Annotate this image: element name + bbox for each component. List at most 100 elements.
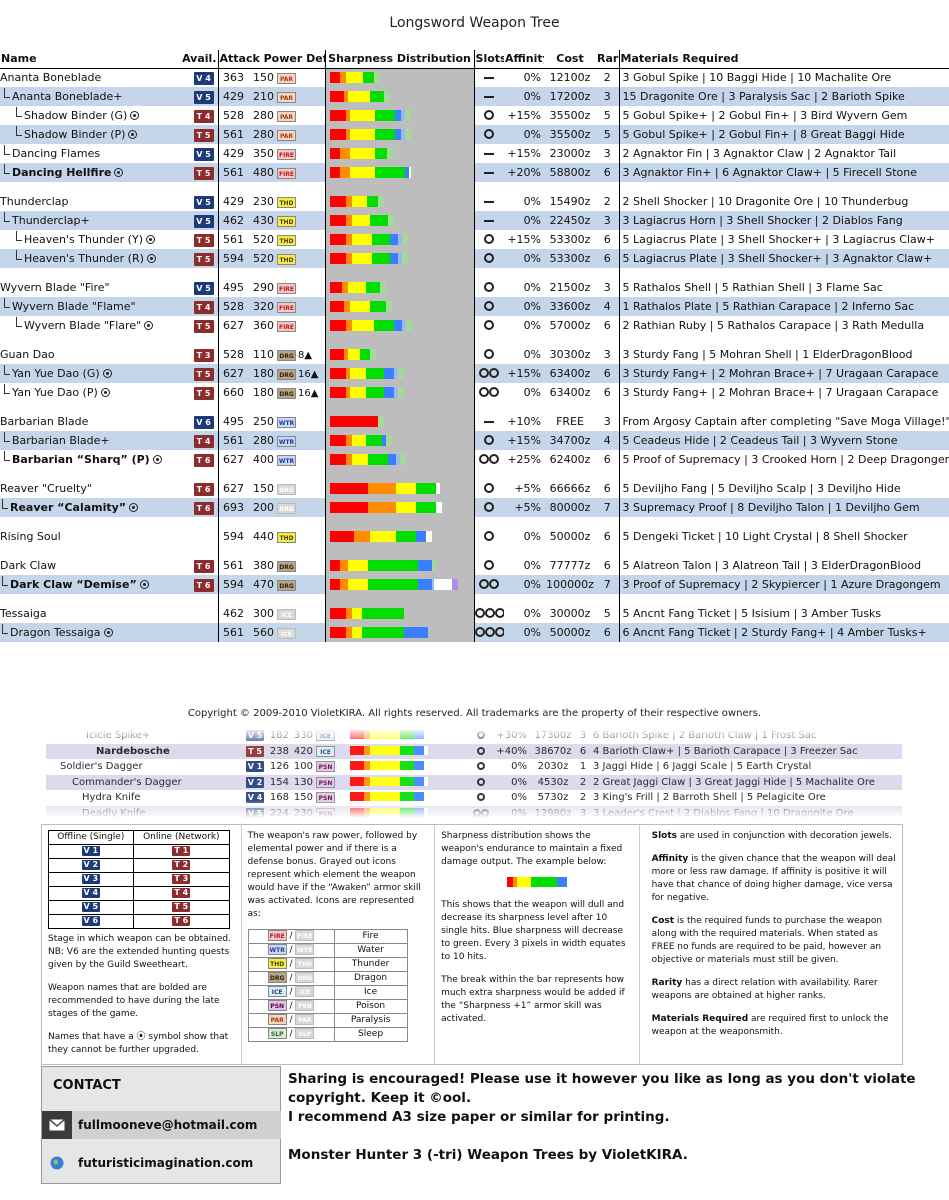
materials-value: 5 Proof of Supremacy | 3 Crooked Horn | …: [618, 450, 949, 469]
slot-icon: [477, 746, 485, 755]
materials-value: 5 Alatreon Talon | 3 Alatreon Tail | 3 E…: [618, 556, 949, 575]
element-cell: DRG 16▲: [277, 383, 325, 402]
affinity-value: 0%: [523, 559, 542, 572]
tree-connector: [16, 126, 22, 136]
affinity-value: 0%: [523, 281, 542, 294]
element-legend-name: Paralysis: [333, 1013, 408, 1028]
sharpness-segment: [397, 368, 404, 379]
sharpness-segment: [370, 792, 400, 802]
no-slot-icon: [484, 421, 495, 423]
sharpness-cell: [324, 431, 475, 450]
sharpness-segment: [415, 531, 426, 542]
sharpness-segment: [345, 368, 350, 379]
avail-cell: T 3: [180, 345, 218, 364]
sharpness-segment: [329, 454, 346, 465]
rarity-value: 6: [596, 623, 620, 642]
rarity-term: Rarity: [651, 978, 683, 988]
sharpness-segment: [387, 215, 394, 226]
sharpness-segment: [414, 792, 424, 802]
sharpness-cell: [324, 345, 475, 364]
element-fire-awaken-icon: FIRE: [295, 930, 315, 941]
slot-icon: [484, 502, 495, 512]
sharpness-segment: [353, 531, 370, 542]
sharpness-cell: [324, 192, 475, 211]
element-ice-icon: ICE: [277, 627, 296, 639]
avail-cell: T 4: [180, 106, 218, 125]
sharpness-segment: [401, 234, 408, 245]
sharpness-segment: [424, 745, 428, 755]
final-upgrade-icon: [139, 580, 149, 589]
element-text: The weapon's raw power, followed by elem…: [247, 831, 421, 919]
element-cell: ICE: [277, 604, 325, 623]
preview-affinity: 0%: [496, 774, 530, 790]
contact-website[interactable]: futuristicimagination.com: [78, 1156, 254, 1170]
weapon-name-cell: Ananta Boneblade: [0, 68, 180, 87]
element-value: 440: [253, 530, 274, 543]
weapon-name-text: Barbarian Blade: [0, 415, 89, 428]
materials-term: Materials Required: [651, 1014, 749, 1024]
sharpness-bar: [329, 483, 474, 494]
element-cell: DRG: [277, 479, 325, 498]
weapon-row: Wyvern Blade "Fire" V 5 495 290 FIRE 0% 21500z…: [0, 278, 949, 297]
element-legend-name: Ice: [333, 985, 408, 1000]
sharpness-segment: [373, 72, 380, 84]
sharpness-segment: [408, 167, 411, 178]
sharpness-segment: [339, 72, 346, 84]
contact-email[interactable]: fullmooneve@hotmail.com: [78, 1118, 258, 1132]
element-thd-icon: THD: [277, 253, 296, 265]
weapon-name: Dark Claw: [0, 559, 56, 572]
cost-value: 53300z: [549, 233, 591, 246]
sharpness-bar: [329, 91, 474, 102]
sharpness-segment: [393, 320, 402, 331]
cost-value: 63400z: [549, 386, 591, 399]
sharpness-bar: [350, 745, 466, 757]
availability-badge: V 6: [81, 916, 100, 926]
weapon-name-text: Reaver “Calamity”: [10, 501, 127, 514]
weapon-name: Ananta Boneblade: [0, 71, 101, 84]
sharpness-cell: [324, 211, 475, 230]
sharpness-cell: [324, 87, 475, 106]
sharpness-segment: [347, 349, 360, 360]
element-fire-icon: FIRE: [267, 930, 287, 941]
weapon-row: Barbarian Blade+ T 4 561 280 WTR +15% 34700z 4 5…: [0, 431, 949, 450]
sharpness-segment: [343, 91, 348, 102]
sharpness-bar: [329, 234, 474, 245]
tree-connector: [4, 298, 10, 308]
element-ice-awaken-icon: ICE: [295, 986, 315, 997]
preview-slots: [466, 759, 496, 775]
tree-connector: [2, 499, 8, 509]
element-legend-icons: PSN / PSN: [247, 999, 335, 1014]
element-legend-name: Fire: [333, 929, 408, 944]
element-value: 280: [247, 431, 277, 450]
avail-legend-row: V 4 T 4: [48, 886, 231, 901]
sharpness-cell: [324, 479, 475, 498]
rarity-value: 6: [603, 453, 611, 466]
weapon-row: Thunderclap V 5 429 230 THD 0% 15490z 2 2 Shell …: [0, 192, 949, 211]
cost-value: 80000z: [544, 498, 597, 517]
weapon-name: Dancing Flames: [4, 145, 100, 160]
contact-site-row[interactable]: futuristicimagination.com: [42, 1149, 281, 1177]
table-header: Name Avail. Attack Power Def. Sharpness …: [0, 50, 949, 69]
avail-cell: V 5: [180, 87, 218, 106]
sharpness-cell: [324, 575, 475, 594]
element-legend-icons: FIRE / FIRE: [247, 929, 335, 944]
element-value: 200: [247, 498, 277, 517]
element-value: 360: [253, 319, 274, 332]
weapon-name-cell: Dragon Tessaiga: [0, 623, 180, 642]
sharpness-segment: [400, 792, 414, 802]
slots-cell: [473, 345, 505, 364]
preview-attack: 168: [269, 792, 289, 804]
preview-cost: 4530z: [530, 774, 576, 790]
final-upgrade-icon: [102, 369, 112, 378]
copyright-notice: Copyright © 2009-2010 VioletKIRA. All ri…: [187, 708, 762, 719]
slot-icon: [479, 368, 490, 378]
sharpness-cell: [324, 106, 475, 125]
materials-value: 3 Gobul Spike | 10 Baggi Hide | 10 Macha…: [618, 68, 949, 87]
slot-icon: [479, 454, 490, 464]
weapon-name-text: Dragon Tessaiga: [10, 626, 101, 639]
contact-email-row[interactable]: fullmooneve@hotmail.com: [42, 1111, 281, 1139]
element-cell: DRG 8▲: [277, 345, 325, 364]
weapon-name-cell: Reaver "Cruelty": [0, 479, 180, 498]
rarity-value: 6: [603, 482, 611, 495]
element-value: 520: [247, 249, 277, 268]
